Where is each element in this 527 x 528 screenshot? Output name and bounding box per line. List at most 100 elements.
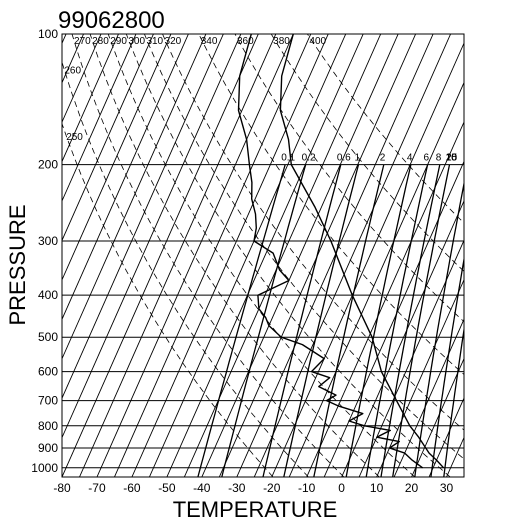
dry-adiabat-line (89, 34, 380, 477)
mixing-ratio-line (430, 255, 464, 477)
mixing-ratio-label: 1 (354, 153, 360, 164)
isotherm-line (79, 34, 277, 477)
isotherm-line (341, 199, 464, 477)
y-tick-label: 700 (38, 394, 58, 408)
isotherm-line (62, 34, 137, 203)
dry-adiabat-line (125, 34, 451, 477)
y-tick-label: 900 (38, 441, 58, 455)
isotherm-line (62, 34, 207, 360)
mixing-ratio-label: 6 (424, 153, 430, 164)
dry-adiabat-line (71, 34, 345, 477)
isotherm-line (393, 318, 464, 477)
dry-adiabat-line (162, 34, 464, 431)
sounding-line-1 (279, 34, 445, 469)
isotherm-line (323, 160, 464, 477)
dry-adiabat-line (307, 34, 464, 224)
x-tick-label: -50 (158, 481, 176, 495)
dry-adiabat-line (144, 34, 464, 460)
x-tick-label: 10 (370, 481, 384, 495)
isotherm-line (253, 34, 452, 477)
pressure-grid (62, 33, 464, 469)
mixing-ratio-label: 15 (446, 153, 458, 164)
isotherm-line (463, 475, 464, 477)
x-tick-label: -40 (193, 481, 211, 495)
isotherm-line (62, 34, 154, 242)
mixing-ratio-line (380, 164, 441, 477)
y-tick-labels: 100 200 300 400 500 600 700 800 900 1000 (31, 27, 58, 475)
isotherm-line (62, 34, 242, 439)
mixing-ratio-label: 20 (446, 153, 458, 164)
x-axis-label: TEMPERATURE (173, 497, 338, 522)
dry-adiabat-label: 280 (92, 36, 109, 47)
dry-adiabat-label: 310 (146, 36, 163, 47)
x-tick-label: -60 (123, 481, 141, 495)
dry-adiabat-label: 380 (273, 36, 290, 47)
dry-adiabat-label: 300 (128, 36, 145, 47)
dry-adiabat-line (62, 60, 309, 477)
y-tick-label: 800 (38, 419, 58, 433)
mixing-ratio-line (262, 164, 342, 477)
mixing-ratio-label: 0.2 (302, 153, 316, 164)
dry-adiabat-line (62, 122, 274, 477)
mixing-ratio-line (392, 164, 451, 477)
mixing-ratio-lines (197, 164, 464, 477)
isotherm-line (271, 42, 464, 477)
isotherm-line (166, 34, 364, 477)
mixing-ratio-line (197, 164, 286, 477)
x-tick-label: -10 (298, 481, 316, 495)
x-tick-labels: -80 -70 -60 -50 -40 -30 -20 -10 0 10 20 30 (53, 481, 453, 495)
isotherm-line (148, 34, 347, 477)
y-tick-label: 100 (38, 27, 58, 41)
dry-adiabat-line (270, 34, 464, 272)
dry-adiabat-label: 250 (66, 132, 83, 143)
mixing-ratio-line (221, 164, 307, 477)
y-tick-label: 500 (38, 330, 58, 344)
isotherm-lines (62, 34, 464, 477)
x-tick-label: -30 (228, 481, 246, 495)
isotherm-line (131, 34, 329, 477)
dry-adiabat-line (234, 34, 464, 323)
isotherm-line (288, 81, 464, 477)
mixing-ratio-label: 8 (436, 153, 442, 164)
isotherm-line (411, 357, 464, 477)
mixing-ratio-label: 2 (380, 153, 386, 164)
mixing-ratio-label: 10 (446, 153, 458, 164)
x-tick-label: -20 (263, 481, 281, 495)
line-annotations: 250 260 270 280 290 300 310 320 340 360 380 400 0.1 0… (64, 36, 457, 164)
mixing-ratio-line (414, 180, 464, 477)
isotherm-line (114, 34, 312, 477)
x-tick-label: -70 (88, 481, 106, 495)
isotherm-line (96, 34, 294, 477)
dry-adiabat-label: 400 (309, 36, 326, 47)
y-tick-label: 200 (38, 158, 58, 172)
isotherm-line (62, 34, 102, 124)
isotherm-line (358, 239, 464, 477)
x-tick-label: 30 (440, 481, 454, 495)
isotherm-line (376, 278, 464, 477)
dry-adiabat-label: 270 (74, 36, 91, 47)
mixing-ratio-label: 4 (407, 153, 413, 164)
y-tick-label: 600 (38, 365, 58, 379)
mixing-ratio-line (313, 164, 385, 477)
isotherm-line (236, 34, 434, 477)
mixing-ratio-label: 25 (446, 153, 458, 164)
mixing-ratio-label: 0.6 (337, 153, 351, 164)
isotherm-line (62, 34, 224, 400)
mixing-ratio-line (283, 164, 360, 477)
y-tick-label: 400 (38, 288, 58, 302)
dry-adiabat-label: 360 (237, 36, 254, 47)
isotherm-line (183, 34, 382, 477)
chart-title: 99062800 (58, 7, 165, 34)
sounding-line-2 (237, 34, 424, 469)
mixing-ratio-line (345, 164, 412, 477)
dry-adiabat-label: 340 (201, 36, 218, 47)
isotherm-line (201, 34, 399, 477)
mixing-ratio-line (365, 164, 429, 477)
sounding-series (237, 34, 445, 469)
y-axis-label: PRESSURE (5, 204, 30, 325)
y-tick-label: 1000 (31, 461, 58, 475)
dry-adiabat-label: 260 (64, 66, 81, 77)
mixing-ratio-line (443, 325, 464, 477)
isotherm-line (428, 397, 464, 477)
